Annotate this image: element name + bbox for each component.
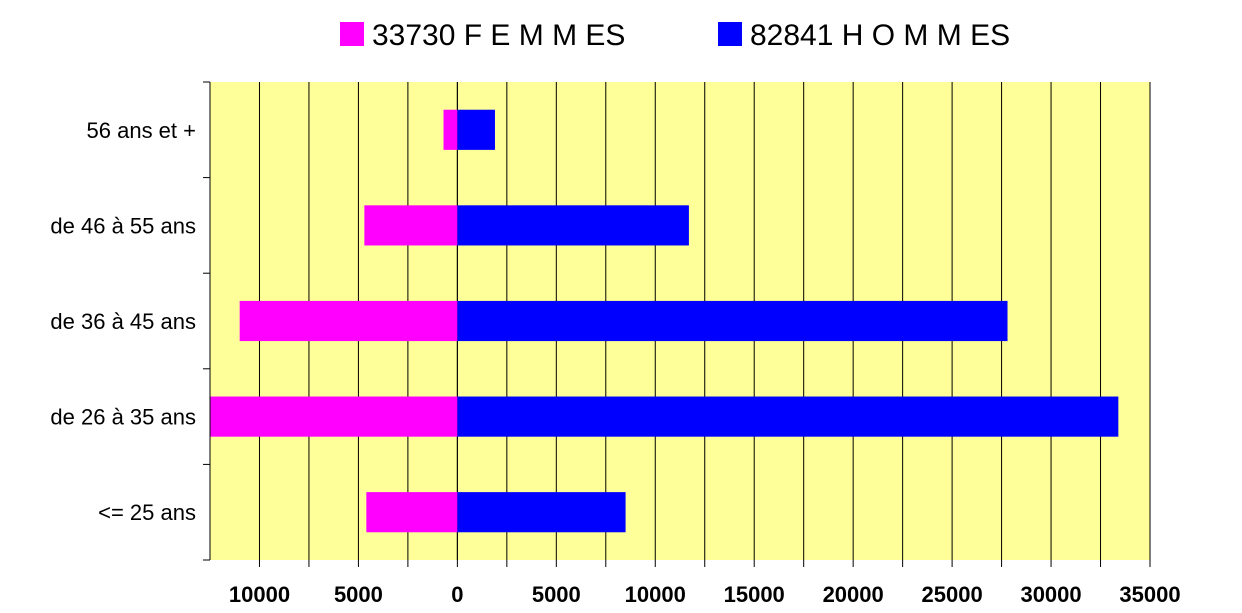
bar — [364, 205, 458, 246]
bar — [457, 205, 689, 246]
x-tick-label: 35000 — [1119, 582, 1180, 607]
legend-label: 82841 H O M M ES — [750, 19, 1010, 52]
x-tick-label: 5000 — [334, 582, 383, 607]
x-tick-label: 10000 — [229, 582, 290, 607]
bar — [366, 492, 458, 533]
bar — [457, 492, 626, 533]
bar — [457, 300, 1008, 342]
bar — [457, 396, 1119, 437]
x-tick-label: 15000 — [724, 582, 785, 607]
y-axis-category-labels: 56 ans et + de 46 à 55 ans de 36 à 45 ans d… — [50, 118, 196, 525]
bar — [239, 300, 458, 342]
x-tick-label: 30000 — [1020, 582, 1081, 607]
bar — [443, 109, 458, 150]
category-label: <= 25 ans — [98, 500, 196, 525]
x-tick-label: 5000 — [532, 582, 581, 607]
legend-label: 33730 F E M M ES — [372, 19, 625, 52]
legend-swatch — [718, 22, 742, 46]
category-label: de 26 à 35 ans — [50, 405, 196, 430]
legend-swatch — [340, 22, 364, 46]
bar — [457, 109, 495, 150]
category-label: 56 ans et + — [87, 118, 196, 143]
bar — [210, 396, 458, 437]
legend: 33730 F E M M ES 82841 H O M M ES — [340, 19, 1010, 52]
x-tick-label: 20000 — [823, 582, 884, 607]
x-tick-label: 25000 — [922, 582, 983, 607]
x-axis-ticks: 10000 5000 0 5000 10000 15000 20000 25000 30000 3… — [203, 81, 1181, 607]
category-label: de 36 à 45 ans — [50, 309, 196, 334]
x-tick-label: 10000 — [625, 582, 686, 607]
category-label: de 46 à 55 ans — [50, 213, 196, 238]
bars — [210, 109, 1119, 533]
x-tick-label: 0 — [451, 582, 463, 607]
